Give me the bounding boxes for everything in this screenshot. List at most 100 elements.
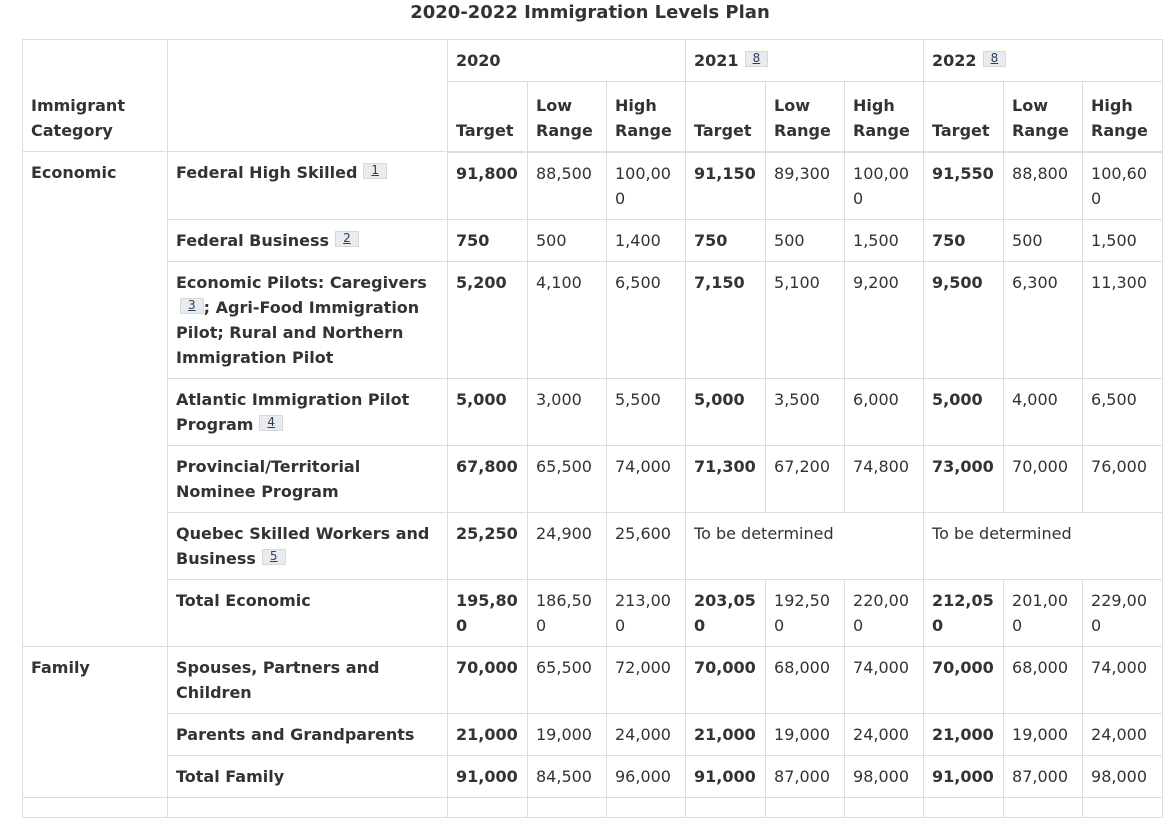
high-range-cell: 100,000 (844, 151, 925, 220)
year-2021-header: 2021 8 (685, 39, 925, 82)
high-range-cell: 74,000 (605, 444, 687, 513)
footnote-link[interactable]: 1 (363, 163, 388, 179)
low-range-cell: 5,100 (765, 260, 846, 379)
target-cell: 5,000 (447, 377, 528, 446)
high-range-cell: 96,000 (605, 754, 687, 798)
target-cell: 70,000 (923, 645, 1005, 714)
program-label: Federal High Skilled 1 (167, 151, 448, 220)
to-be-determined-cell: To be determined (685, 511, 925, 580)
target-cell: 91,000 (923, 754, 1005, 798)
table-row: Provincial/Territorial Nominee Program 6… (23, 444, 1164, 513)
high-range-cell: 74,800 (844, 444, 925, 513)
program-label: Parents and Grandparents (167, 712, 448, 756)
high-range-cell (605, 796, 687, 818)
high-range-header: High Range (605, 81, 687, 153)
target-cell: 70,000 (447, 645, 528, 714)
low-range-cell: 4,000 (1003, 377, 1084, 446)
low-range-cell: 84,500 (527, 754, 607, 798)
footnote-link[interactable]: 5 (261, 548, 286, 565)
target-cell: 5,000 (923, 377, 1005, 446)
high-range-cell: 213,000 (605, 578, 687, 647)
low-range-cell: 65,500 (527, 444, 607, 513)
total-row: Total Economic 195,800 186,500 213,000 2… (23, 578, 1164, 647)
low-range-cell: 19,000 (765, 712, 846, 756)
target-cell: 750 (923, 218, 1005, 262)
high-range-cell: 24,000 (605, 712, 687, 756)
program-label: Provincial/Territorial Nominee Program (167, 444, 448, 513)
high-range-header: High Range (844, 81, 925, 153)
high-range-cell: 1,500 (1082, 218, 1164, 262)
program-label: Economic Pilots: Caregivers 3; Agri-Food… (167, 260, 448, 379)
target-cell: 750 (685, 218, 767, 262)
year-2022-header: 2022 8 (923, 39, 1164, 82)
low-range-cell: 3,000 (527, 377, 607, 446)
target-cell: 91,000 (685, 754, 767, 798)
target-cell: 25,250 (447, 511, 528, 580)
footnote-link[interactable]: 3 (180, 297, 204, 314)
program-header (167, 39, 448, 152)
low-range-cell: 68,000 (765, 645, 846, 714)
low-range-cell (1003, 796, 1084, 818)
low-range-cell: 19,000 (527, 712, 607, 756)
high-range-cell (1082, 796, 1164, 818)
footnote-link[interactable]: 8 (982, 51, 1007, 67)
low-range-cell: 4,100 (527, 260, 607, 379)
target-cell: 750 (447, 218, 528, 262)
low-range-cell: 3,500 (765, 377, 846, 446)
table-caption: 2020-2022 Immigration Levels Plan (410, 2, 770, 23)
target-cell: 73,000 (923, 444, 1005, 513)
target-cell: 5,000 (685, 377, 767, 446)
low-range-cell: 70,000 (1003, 444, 1084, 513)
high-range-cell: 6,500 (605, 260, 687, 379)
target-cell: 71,300 (685, 444, 767, 513)
low-range-cell: 68,000 (1003, 645, 1084, 714)
high-range-cell: 100,000 (605, 151, 687, 220)
table-row: Atlantic Immigration Pilot Program 4 5,00… (23, 377, 1164, 446)
low-range-cell: 24,900 (527, 511, 607, 580)
target-cell: 203,050 (685, 578, 767, 647)
high-range-cell: 98,000 (844, 754, 925, 798)
high-range-cell: 24,000 (1082, 712, 1164, 756)
target-cell: 91,800 (447, 151, 528, 220)
low-range-cell: 88,500 (527, 151, 607, 220)
table-row: Economic Federal High Skilled 1 91,800 88… (22, 151, 1164, 647)
target-cell: 91,550 (923, 151, 1005, 220)
table-row: Federal Business 2 750 500 1,400 750 500 … (23, 218, 1164, 262)
high-range-cell: 98,000 (1082, 754, 1164, 798)
table-row: Economic Pilots: Caregivers 3; Agri-Food… (23, 260, 1164, 379)
high-range-cell: 1,500 (844, 218, 925, 262)
high-range-cell (844, 796, 925, 818)
category-economic: Economic (22, 151, 168, 647)
low-range-cell: 67,200 (765, 444, 846, 513)
high-range-cell: 74,000 (844, 645, 925, 714)
low-range-cell (765, 796, 846, 818)
footnote-link[interactable]: 2 (335, 230, 359, 247)
table-row (22, 796, 1164, 818)
to-be-determined-cell: To be determined (923, 511, 1164, 580)
target-cell: 195,800 (447, 578, 528, 647)
target-cell: 91,000 (447, 754, 528, 798)
high-range-cell: 6,500 (1082, 377, 1164, 446)
footnote-link[interactable]: 4 (259, 414, 284, 431)
low-range-cell: 201,000 (1003, 578, 1084, 647)
low-range-cell: 65,500 (527, 645, 607, 714)
low-range-header: Low Range (765, 81, 846, 153)
high-range-cell: 5,500 (605, 377, 687, 446)
footnote-link[interactable]: 8 (744, 51, 769, 67)
low-range-header: Low Range (1003, 81, 1084, 153)
low-range-cell: 87,000 (1003, 754, 1084, 798)
high-range-cell: 6,000 (844, 377, 925, 446)
high-range-cell: 25,600 (605, 511, 687, 580)
target-cell: 91,150 (685, 151, 767, 220)
program-label (167, 796, 448, 818)
high-range-cell: 100,600 (1082, 151, 1164, 220)
immigration-levels-table: Immigrant Category 2020 2021 8 2022 8 Targ… (22, 39, 1164, 818)
table-row: Quebec Skilled Workers and Business 5 25,… (23, 511, 1164, 580)
program-label: Atlantic Immigration Pilot Program 4 (167, 377, 448, 446)
target-cell: 70,000 (685, 645, 767, 714)
low-range-cell: 19,000 (1003, 712, 1084, 756)
total-row: Total Family 91,000 84,500 96,000 91,000… (23, 754, 1164, 798)
target-cell: 212,050 (923, 578, 1005, 647)
target-cell: 5,200 (447, 260, 528, 379)
low-range-cell: 6,300 (1003, 260, 1084, 379)
